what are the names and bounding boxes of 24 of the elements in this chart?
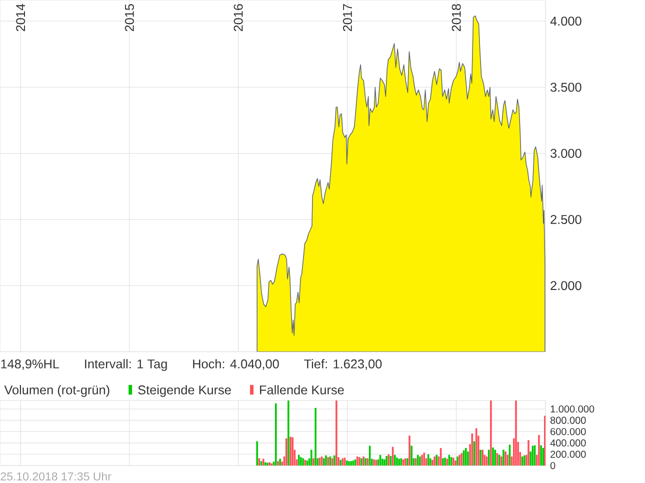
- text: 25.10.2018 17:35 Uhr: [0, 472, 112, 481]
- y-tick-label: 800.000: [550, 416, 586, 424]
- legend-label: Steigende Kurse: [138, 385, 231, 397]
- x-tick-label: 2018: [452, 4, 461, 32]
- y-tick-label: 0: [550, 462, 556, 470]
- legend-label: Fallende Kurse: [260, 385, 344, 394]
- legend-title: Volumen (rot-grün): [4, 385, 110, 397]
- x-tick-label: 2016: [234, 4, 243, 32]
- y-tick-label: 3.000: [550, 148, 582, 158]
- text: Tief: 1.623,00: [304, 359, 382, 370]
- y-tick-label: 4.000: [550, 16, 582, 26]
- text: 148,9%HL: [1, 359, 60, 370]
- x-tick-label: 2015: [124, 4, 134, 32]
- x-tick-label: 2017: [342, 4, 352, 32]
- text: Hoch: 4.040,00: [193, 359, 279, 370]
- y-tick-label: 3.500: [550, 82, 582, 92]
- y-tick-label: 1.000.000: [550, 405, 594, 413]
- y-tick-label: 2.000: [550, 281, 582, 290]
- y-tick-label: 600.000: [550, 428, 586, 436]
- y-tick-label: 400.000: [550, 439, 586, 446]
- y-tick-label: 200.000: [550, 450, 586, 458]
- y-tick-label: 2.500: [550, 214, 582, 224]
- text: Intervall: 1 Tag: [85, 359, 167, 371]
- x-tick-label: 2014: [16, 4, 26, 32]
